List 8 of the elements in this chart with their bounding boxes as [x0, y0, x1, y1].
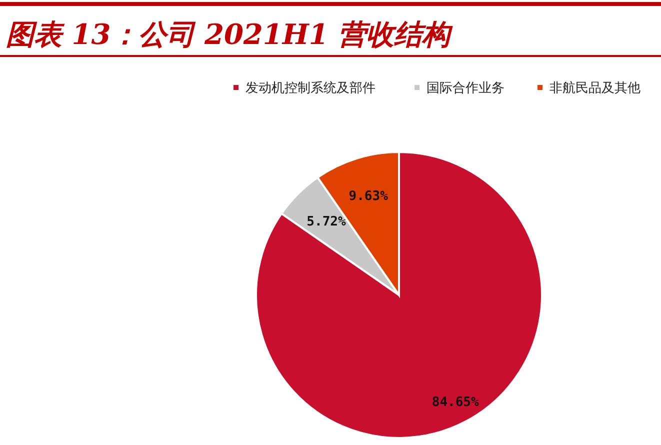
- pie-slice: [255, 151, 543, 439]
- chart-title: 图表 13：公司 2021H1 营收结构: [6, 18, 454, 51]
- data-label: 84.65%: [432, 395, 480, 410]
- legend-label: 非航民品及其他: [550, 81, 640, 96]
- data-label: 5.72%: [306, 214, 346, 230]
- legend-label: 发动机控制系统及部件: [246, 81, 376, 96]
- legend-label: 国际合作业务: [426, 81, 504, 96]
- data-label: 9.63%: [348, 189, 388, 204]
